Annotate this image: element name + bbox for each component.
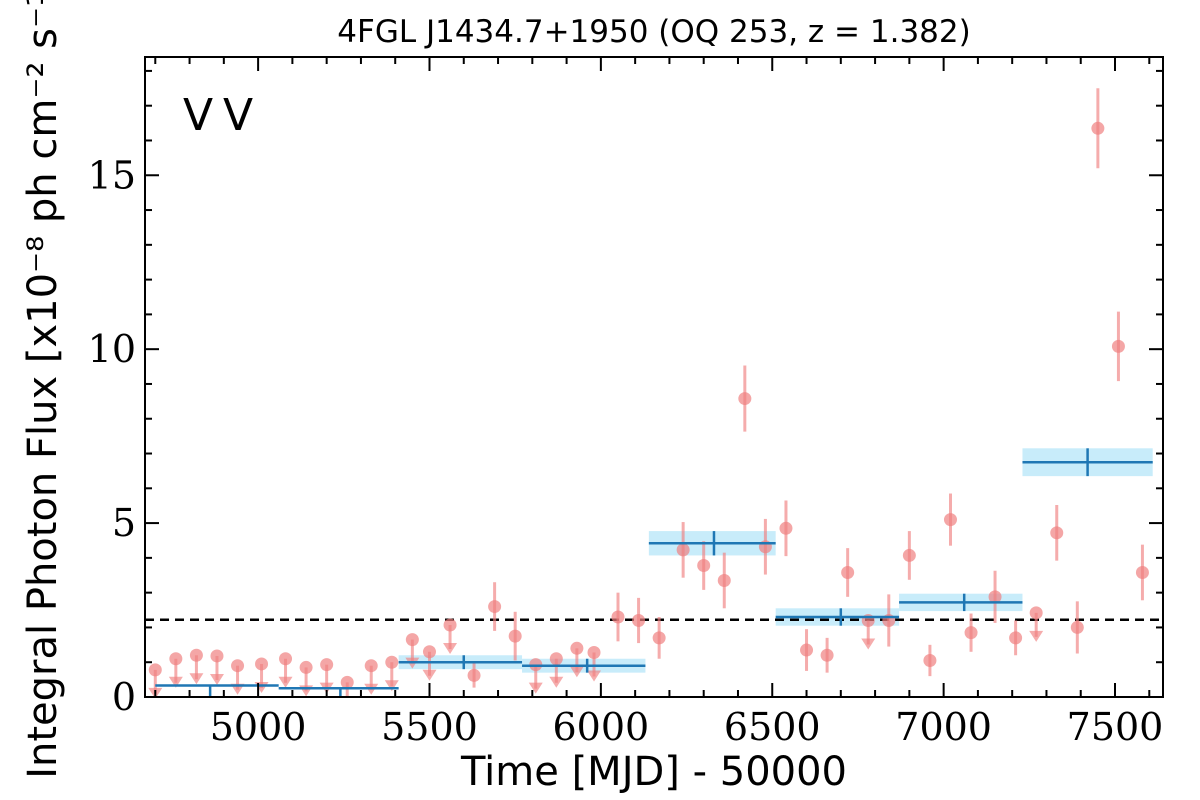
- x-tick-label: 7000: [895, 705, 992, 749]
- data-point: [189, 648, 203, 662]
- data-point: [943, 513, 957, 527]
- upper-limit-arrow: [1029, 630, 1044, 642]
- data-point: [738, 392, 752, 406]
- y-axis-label: Integral Photon Flux [x10⁻⁸ ph cm⁻² s⁻¹]: [20, 0, 66, 779]
- data-point: [422, 645, 436, 659]
- data-point: [841, 565, 855, 579]
- x-tick-label: 5500: [381, 705, 478, 749]
- data-point: [443, 618, 457, 632]
- data-point: [587, 645, 601, 659]
- data-point: [467, 668, 481, 682]
- data-point: [1070, 620, 1084, 634]
- upper-limit-arrow: [569, 666, 584, 678]
- data-point: [364, 659, 378, 673]
- upper-limit-arrow: [340, 700, 354, 711]
- upper-limit-arrow: [549, 676, 564, 688]
- data-point: [988, 590, 1002, 604]
- data-point: [1111, 339, 1125, 353]
- data-point: [652, 631, 666, 645]
- data-point: [632, 613, 646, 627]
- data-point: [717, 573, 731, 587]
- y-tick-label: 15: [88, 153, 136, 197]
- data-point: [340, 675, 354, 689]
- upper-limit-arrow: [278, 676, 293, 688]
- x-tick-label: 7500: [1067, 705, 1164, 749]
- data-point: [169, 652, 183, 666]
- data-point: [676, 543, 690, 557]
- data-point: [1029, 606, 1043, 620]
- data-point: [279, 652, 293, 666]
- upper-limit-arrow: [861, 638, 876, 650]
- data-point: [1009, 631, 1023, 645]
- upper-limit-arrow: [254, 681, 269, 693]
- upper-limit-arrow: [528, 682, 543, 694]
- data-point: [405, 633, 419, 647]
- upper-limit-arrow: [443, 643, 458, 654]
- y-tick-label: 5: [112, 501, 136, 545]
- axis-ticks: 5000 5500 6000 6500 7000 7500 0 5 10 15: [88, 57, 1164, 749]
- chart-title: 4FGL J1434.7+1950 (OQ 253, z = 1.382): [337, 14, 970, 50]
- upper-limit-arrow: [587, 670, 602, 682]
- data-point: [902, 548, 916, 562]
- chart-data-layer: [145, 88, 1163, 711]
- data-point: [210, 649, 224, 663]
- data-point: [148, 663, 162, 677]
- data-point: [488, 600, 502, 614]
- data-point: [800, 643, 814, 657]
- data-point: [320, 658, 334, 672]
- plot-frame: [144, 56, 1164, 698]
- data-point: [299, 660, 313, 674]
- x-tick-label: 6500: [724, 705, 821, 749]
- x-axis-label: Time [MJD] - 50000: [460, 749, 847, 795]
- data-point: [1091, 121, 1105, 135]
- data-point: [1050, 526, 1064, 540]
- data-point: [508, 629, 522, 643]
- data-point: [570, 641, 584, 655]
- upper-limit-arrow: [209, 673, 224, 685]
- legend-marker-red: V: [223, 90, 253, 141]
- data-point: [697, 559, 711, 573]
- data-point: [923, 653, 937, 667]
- data-point: [549, 652, 563, 666]
- data-point: [385, 655, 399, 669]
- data-point: [779, 521, 793, 535]
- x-tick-label: 5000: [210, 705, 307, 749]
- x-tick-label: 6000: [553, 705, 650, 749]
- y-tick-label: 10: [88, 327, 136, 371]
- data-point: [255, 657, 269, 671]
- legend-marker-blue: V: [183, 90, 213, 141]
- data-point: [964, 626, 978, 640]
- upper-limit-arrow: [422, 669, 437, 681]
- data-point: [231, 659, 245, 673]
- data-point: [611, 610, 625, 624]
- data-point: [820, 648, 834, 662]
- y-tick-label: 0: [112, 675, 136, 719]
- upper-limit-arrow: [384, 680, 399, 692]
- upper-limit-arrow: [168, 676, 183, 688]
- upper-limit-arrow: [189, 673, 204, 685]
- data-point: [1135, 565, 1149, 579]
